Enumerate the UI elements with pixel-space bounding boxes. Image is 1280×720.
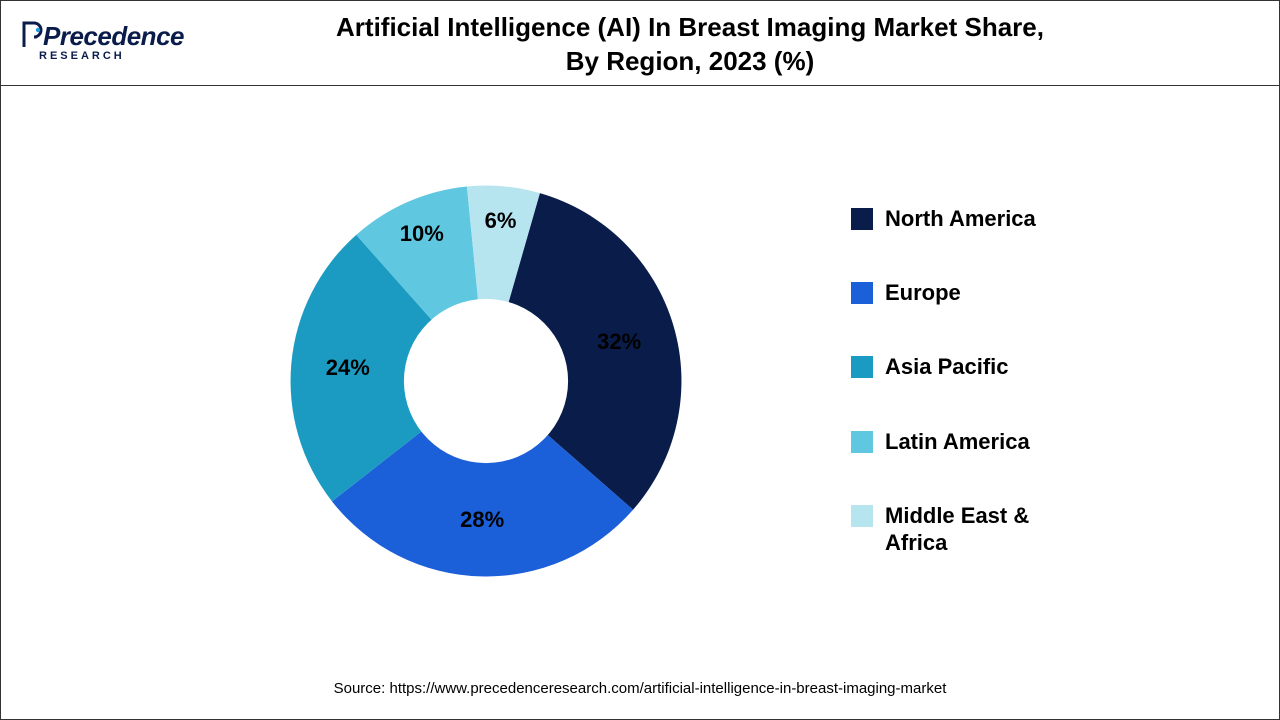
slice-label: 28% bbox=[460, 507, 504, 533]
legend-label: Europe bbox=[885, 280, 961, 306]
slice-label: 6% bbox=[485, 208, 517, 234]
legend-label: Asia Pacific bbox=[885, 354, 1009, 380]
logo-p-icon bbox=[21, 21, 43, 54]
donut-chart: 32% 28% 24% 10% 6% bbox=[271, 166, 701, 596]
legend-label: Latin America bbox=[885, 429, 1030, 455]
legend-swatch bbox=[851, 431, 873, 453]
logo: Precedence RESEARCH bbox=[21, 11, 241, 62]
legend-item: Middle East & Africa bbox=[851, 503, 1085, 556]
legend-item: Europe bbox=[851, 280, 1085, 306]
title-line-1: Artificial Intelligence (AI) In Breast I… bbox=[241, 11, 1139, 45]
slice-label: 10% bbox=[400, 221, 444, 247]
chart-title: Artificial Intelligence (AI) In Breast I… bbox=[241, 11, 1259, 79]
source-line: Source: https://www.precedenceresearch.c… bbox=[1, 676, 1279, 719]
legend-label: Middle East & Africa bbox=[885, 503, 1085, 556]
donut-hole bbox=[404, 299, 568, 463]
legend-item: North America bbox=[851, 206, 1085, 232]
legend-swatch bbox=[851, 282, 873, 304]
legend-swatch bbox=[851, 356, 873, 378]
slice-label: 24% bbox=[326, 355, 370, 381]
legend-item: Asia Pacific bbox=[851, 354, 1085, 380]
legend-item: Latin America bbox=[851, 429, 1085, 455]
slice-label: 32% bbox=[597, 329, 641, 355]
legend-label: North America bbox=[885, 206, 1036, 232]
logo-main: Precedence bbox=[21, 19, 241, 52]
legend-swatch bbox=[851, 208, 873, 230]
header: Precedence RESEARCH Artificial Intellige… bbox=[1, 1, 1279, 86]
chart-body: 32% 28% 24% 10% 6% North America Europe Asia P… bbox=[1, 86, 1279, 676]
legend: North America Europe Asia Pacific Latin Ame… bbox=[851, 206, 1085, 556]
logo-text: Precedence bbox=[43, 21, 184, 51]
chart-frame: Precedence RESEARCH Artificial Intellige… bbox=[0, 0, 1280, 720]
title-line-2: By Region, 2023 (%) bbox=[241, 45, 1139, 79]
legend-swatch bbox=[851, 505, 873, 527]
